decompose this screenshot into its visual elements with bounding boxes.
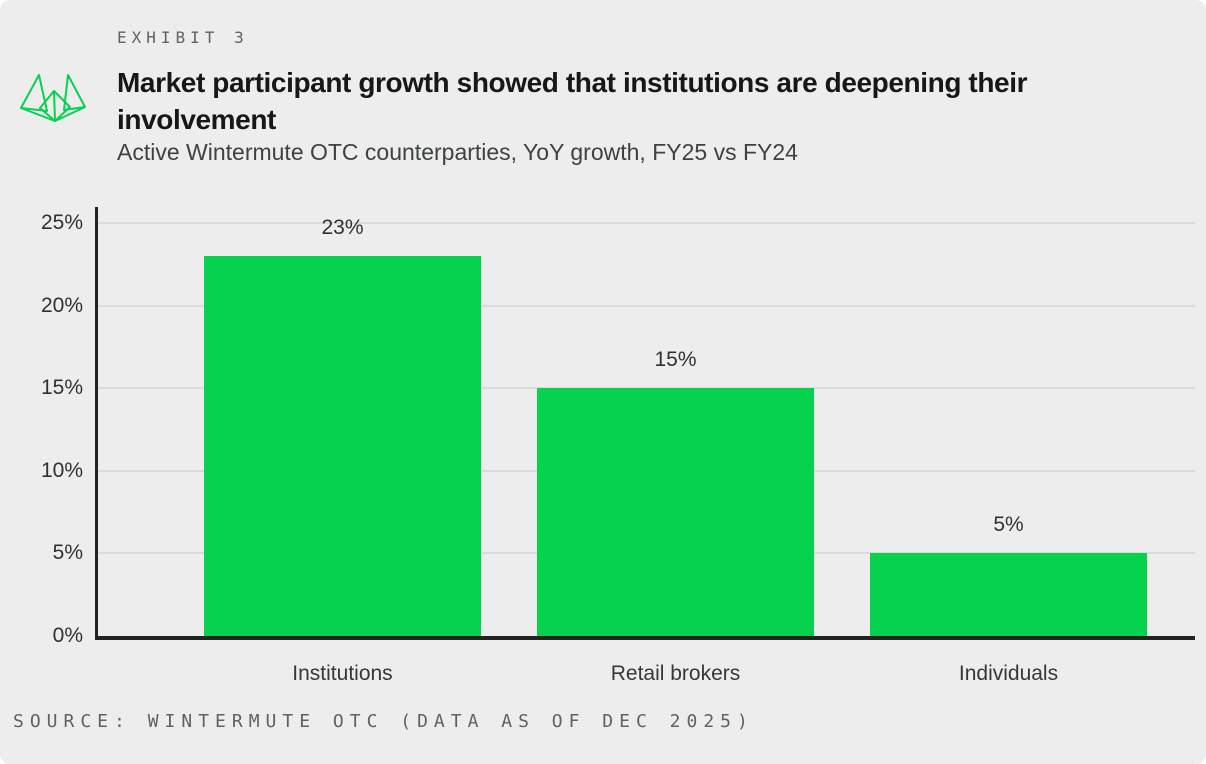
- exhibit-label: EXHIBIT 3: [117, 28, 249, 47]
- wintermute-logo-icon: [20, 74, 86, 122]
- source-note: SOURCE: WINTERMUTE OTC (DATA AS OF DEC 2…: [13, 711, 754, 732]
- bar: [870, 553, 1147, 636]
- x-category-label: Institutions: [292, 662, 393, 685]
- gridline: [97, 387, 1195, 390]
- gridline: [97, 222, 1195, 224]
- y-tick-label: 25%: [40, 211, 83, 234]
- bar-value-label: 15%: [654, 348, 697, 372]
- x-category-label: Individuals: [958, 662, 1059, 685]
- y-tick-label: 15%: [40, 376, 83, 400]
- chart-subtitle: Active Wintermute OTC counterparties, Yo…: [117, 139, 798, 165]
- y-tick-label: 10%: [40, 458, 83, 482]
- bar: [204, 256, 481, 636]
- plot-area: 0% 5% 10% 15% 20% 25% 23% 15% 5% Institutions Re…: [41, 207, 1195, 685]
- bar-value-label: 5%: [993, 513, 1024, 537]
- y-tick-label: 5%: [52, 541, 83, 565]
- x-axis-line: [95, 636, 1195, 640]
- gridline: [97, 304, 1195, 307]
- bar: [537, 388, 814, 636]
- x-category-label: Retail brokers: [610, 662, 741, 685]
- chart-title: Market participant growth showed that in…: [117, 67, 1028, 135]
- y-tick-label: 20%: [40, 293, 83, 317]
- bar-value-label: 23%: [321, 216, 364, 240]
- y-axis-line: [95, 207, 98, 640]
- y-tick-label: 0%: [52, 624, 83, 647]
